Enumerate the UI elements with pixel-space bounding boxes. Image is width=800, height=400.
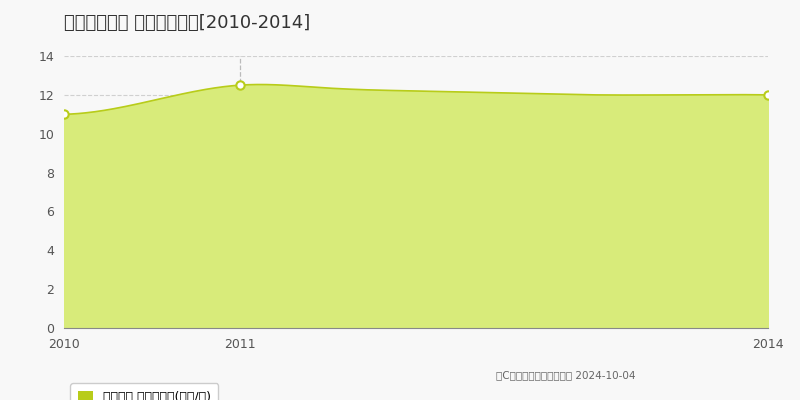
- Legend: 土地価格 平均坊単価(万円/坊): 土地価格 平均坊単価(万円/坊): [70, 383, 218, 400]
- Text: 越谷市北川崎 土地価格推移[2010-2014]: 越谷市北川崎 土地価格推移[2010-2014]: [64, 14, 310, 32]
- Text: （C）土地価格ドットコム 2024-10-04: （C）土地価格ドットコム 2024-10-04: [496, 370, 635, 380]
